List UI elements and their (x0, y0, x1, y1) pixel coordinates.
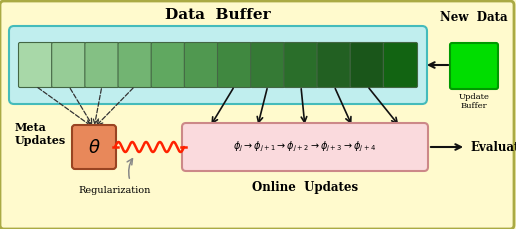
FancyBboxPatch shape (118, 43, 152, 88)
FancyBboxPatch shape (350, 43, 384, 88)
Text: New  Data: New Data (440, 11, 508, 24)
FancyBboxPatch shape (317, 43, 351, 88)
FancyBboxPatch shape (9, 27, 427, 105)
FancyBboxPatch shape (19, 43, 53, 88)
Text: $\phi_{j}\rightarrow\phi_{j+1}\rightarrow\phi_{j+2}\rightarrow\phi_{j+3}\rightar: $\phi_{j}\rightarrow\phi_{j+1}\rightarro… (233, 139, 377, 153)
Text: Meta
Updates: Meta Updates (15, 121, 66, 145)
Text: $\theta$: $\theta$ (88, 138, 100, 156)
FancyBboxPatch shape (284, 43, 318, 88)
FancyBboxPatch shape (218, 43, 252, 88)
FancyBboxPatch shape (72, 125, 116, 169)
FancyBboxPatch shape (383, 43, 417, 88)
FancyBboxPatch shape (251, 43, 285, 88)
FancyBboxPatch shape (151, 43, 185, 88)
FancyBboxPatch shape (52, 43, 86, 88)
FancyBboxPatch shape (450, 44, 498, 90)
FancyBboxPatch shape (182, 123, 428, 171)
Text: Online  Updates: Online Updates (252, 180, 358, 193)
Text: Regularization: Regularization (79, 185, 151, 194)
Text: Evaluate: Evaluate (470, 141, 516, 154)
FancyBboxPatch shape (184, 43, 218, 88)
Text: Data  Buffer: Data Buffer (165, 8, 271, 22)
FancyBboxPatch shape (85, 43, 119, 88)
Text: Update
Buffer: Update Buffer (459, 93, 490, 110)
